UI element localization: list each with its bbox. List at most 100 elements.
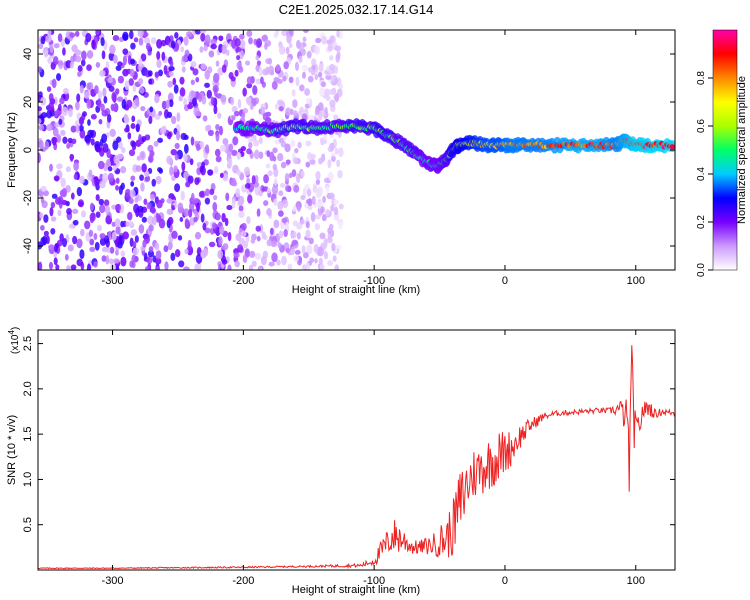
noise-cell	[93, 261, 98, 268]
noise-cell	[278, 106, 284, 112]
noise-cell	[73, 161, 79, 171]
noise-cell	[221, 259, 228, 265]
noise-cell	[123, 115, 130, 124]
noise-cell	[68, 223, 75, 229]
noise-cell	[66, 265, 71, 270]
snr-y-ticks: 0.5 1.0 1.5 2.0 2.5	[22, 336, 675, 532]
noise-cell	[324, 106, 328, 114]
noise-cell	[254, 252, 262, 260]
noise-cell	[323, 239, 328, 249]
noise-cell	[111, 92, 117, 102]
noise-cell	[68, 107, 73, 118]
noise-cell	[130, 175, 136, 181]
noise-cell	[128, 149, 136, 157]
noise-cell	[77, 199, 85, 208]
noise-cell	[147, 215, 154, 225]
noise-cell	[270, 240, 278, 248]
noise-cell	[42, 46, 49, 56]
noise-cell	[219, 144, 227, 152]
noise-cell	[222, 243, 229, 251]
noise-cell	[183, 134, 189, 141]
noise-cell	[158, 167, 164, 174]
noise-cell	[258, 67, 263, 77]
noise-cell	[40, 196, 45, 204]
noise-cell	[277, 78, 283, 84]
noise-cell	[147, 144, 154, 153]
spectrogram-y-tick-label: 20	[22, 96, 34, 108]
noise-cell	[212, 201, 218, 212]
noise-cell	[155, 266, 161, 270]
noise-cell	[130, 122, 136, 130]
noise-cell	[338, 147, 344, 158]
snr-x-label: Height of straight line (km)	[292, 584, 420, 596]
noise-cell	[329, 99, 336, 108]
noise-cell	[94, 241, 100, 251]
noise-cell	[215, 123, 220, 131]
noise-cell	[204, 197, 211, 205]
noise-cell	[48, 102, 55, 111]
noise-cell	[130, 229, 138, 236]
noise-cell	[256, 208, 261, 217]
noise-cell	[76, 238, 83, 249]
noise-cell	[285, 46, 290, 55]
noise-cell	[329, 55, 334, 61]
noise-cell	[51, 193, 58, 199]
noise-cell	[277, 242, 282, 249]
spectrogram-x-tick-label: 0	[502, 275, 508, 287]
noise-cell	[132, 84, 137, 93]
noise-cell	[107, 172, 115, 183]
noise-cell	[75, 124, 80, 133]
noise-cell	[64, 254, 69, 261]
noise-cell	[222, 173, 229, 182]
noise-cell	[53, 96, 58, 106]
noise-cell	[294, 147, 299, 154]
noise-cell	[199, 141, 205, 149]
noise-cell	[146, 256, 153, 265]
noise-cell	[329, 88, 336, 96]
noise-cell	[226, 204, 233, 211]
noise-cell	[258, 137, 263, 144]
noise-cell	[57, 196, 64, 205]
noise-cell	[180, 46, 185, 53]
noise-cell	[318, 110, 323, 121]
ridge-cell	[669, 144, 675, 150]
noise-cell	[233, 110, 240, 117]
noise-cell	[238, 210, 245, 219]
noise-cell	[283, 61, 289, 70]
noise-cell	[266, 187, 271, 194]
noise-cell	[204, 34, 211, 45]
noise-cell	[90, 113, 97, 120]
noise-cell	[93, 233, 98, 241]
noise-cell	[169, 166, 174, 176]
noise-cell	[128, 220, 134, 227]
snr-x-tick-label: -300	[102, 575, 124, 587]
noise-cell	[271, 185, 279, 195]
noise-cell	[50, 216, 57, 222]
noise-cell	[75, 101, 80, 111]
noise-cell	[138, 37, 144, 46]
noise-cell	[43, 214, 49, 223]
noise-cell	[200, 63, 207, 70]
noise-cell	[288, 76, 294, 84]
noise-cell	[168, 71, 174, 77]
noise-cell	[293, 157, 299, 165]
noise-cell	[174, 31, 179, 39]
colorbar-gradient	[712, 29, 738, 271]
noise-cell	[196, 202, 200, 212]
noise-cell	[192, 97, 197, 107]
noise-cell	[50, 227, 56, 235]
noise-cell	[139, 174, 144, 181]
noise-cell	[220, 94, 227, 103]
noise-cell	[157, 137, 163, 143]
noise-cell	[104, 205, 111, 214]
noise-cell	[314, 109, 320, 116]
noise-cell	[320, 81, 327, 88]
noise-cell	[248, 264, 254, 270]
noise-cell	[46, 110, 53, 119]
noise-cell	[194, 30, 202, 35]
noise-cell	[67, 244, 74, 252]
noise-cell	[237, 98, 242, 109]
noise-cell	[62, 237, 68, 248]
noise-cell	[117, 61, 123, 67]
